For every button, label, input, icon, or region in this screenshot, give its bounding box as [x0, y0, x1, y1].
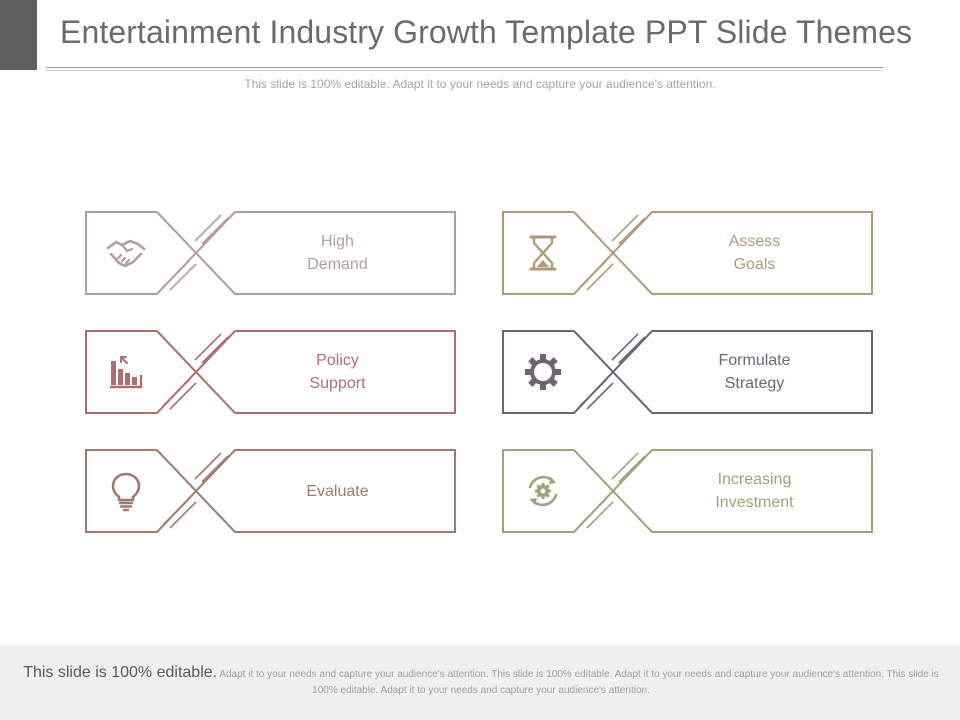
card-assess-goals: Assess Goals: [502, 211, 877, 295]
gear-icon: [525, 354, 561, 390]
card-evaluate: Evaluate: [85, 449, 460, 533]
card-increasing-investment: Increasing Investment: [502, 449, 877, 533]
card-frame: [85, 330, 456, 414]
footer-text: This slide is 100% editable. Adapt it to…: [18, 665, 944, 699]
recycle-gear-icon: [528, 475, 558, 507]
title-divider: [46, 67, 883, 68]
title-divider-light: [46, 70, 883, 71]
card-frame: [502, 211, 873, 295]
card-formulate-strategy: Formulate Strategy: [502, 330, 877, 414]
footer-lead: This slide is 100% editable.: [23, 664, 218, 681]
card-frame: [85, 211, 456, 295]
card-label: Evaluate: [306, 482, 369, 500]
corner-accent-block: [0, 0, 37, 70]
hourglass-icon: [529, 235, 557, 271]
card-policy-support: Policy Support: [85, 330, 460, 414]
page-title: Entertainment Industry Growth Template P…: [60, 14, 913, 50]
footer-band: [0, 645, 960, 720]
card-frame: [502, 330, 873, 414]
card-frame: [85, 449, 456, 533]
handshake-icon: [106, 239, 146, 268]
card-high-demand: High Demand: [85, 211, 460, 295]
card-label: Formulate Strategy: [718, 352, 791, 392]
lightbulb-icon: [111, 472, 141, 512]
footer-body: Adapt it to your needs and capture your …: [217, 669, 939, 696]
card-label: Increasing Investment: [715, 471, 794, 511]
card-label: Policy Support: [309, 352, 366, 392]
card-label: Assess Goals: [728, 233, 781, 273]
card-frame: [502, 449, 873, 533]
card-label: High Demand: [307, 233, 368, 273]
bar-chart-icon: [110, 356, 143, 389]
page-subtitle: This slide is 100% editable. Adapt it to…: [244, 77, 716, 91]
